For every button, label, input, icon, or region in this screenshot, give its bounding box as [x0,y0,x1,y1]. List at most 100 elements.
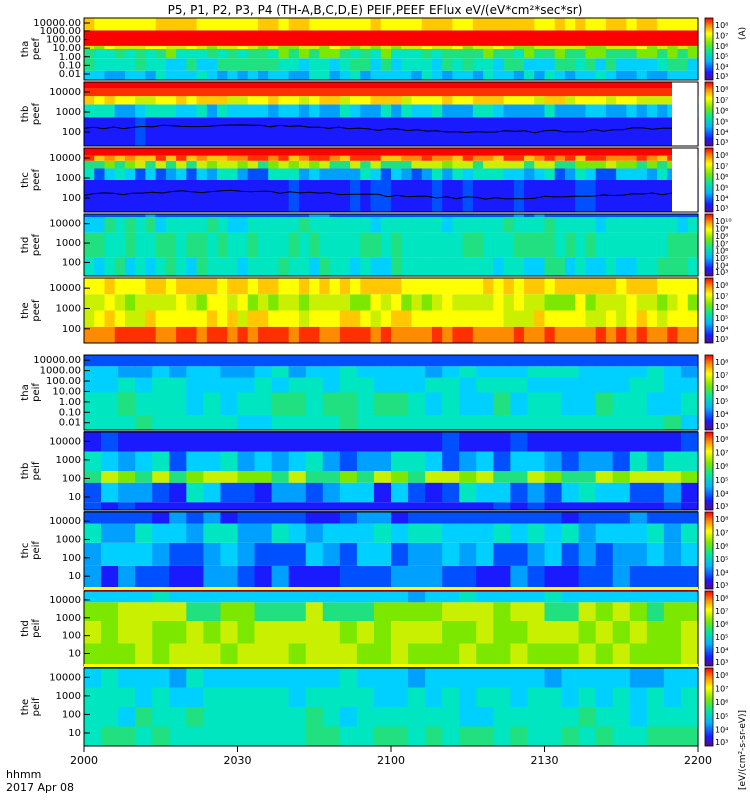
colorbar-tick-label: 10⁶ [715,303,728,312]
spectrogram-cell [288,355,307,367]
spectrogram-cell [657,294,668,311]
spectrogram-cell [534,214,546,218]
spectrogram-cell [459,621,477,644]
spectrogram-cell [227,96,239,105]
spectrogram-cell [339,565,358,589]
spectrogram-cell [561,591,580,603]
spectrogram-cell [561,621,580,644]
spectrogram-cell [84,294,95,311]
spectrogram-cell [442,278,453,295]
spectrogram-cell [203,707,222,727]
spectrogram-cell [217,82,228,89]
spectrogram-cell [595,180,607,212]
spectrogram-cell [104,214,116,218]
spectrogram-cell [196,257,208,276]
spectrogram-cell [636,18,648,31]
spectrogram-cell [544,621,563,644]
spectrogram-cell [176,82,187,89]
spectrogram-cell [268,96,280,105]
spectrogram-cell [401,104,413,118]
spectrogram-cell [186,482,204,503]
spectrogram-cell [305,643,324,666]
spectrogram-cell [84,707,102,727]
spectrogram-cell [196,104,208,118]
spectrogram-cell [663,471,682,483]
spectrogram-cell [257,96,269,105]
spectrogram-cell [646,602,665,621]
spectrogram-cell [408,451,426,471]
spectrogram-cell [329,160,341,169]
spectrogram-cell [595,523,614,543]
spectrogram-cell [169,565,187,589]
spectrogram-cell [176,168,187,180]
spectrogram-cell [288,310,300,327]
spectrogram-cell [220,512,239,524]
spectrogram-cell [646,668,665,688]
spectrogram-cell [629,565,648,589]
spectrogram-cell [176,214,187,218]
spectrogram-cell [373,366,392,378]
spectrogram-cell [360,117,372,146]
spectrogram-cell [493,377,511,393]
spectrogram-cell [271,355,290,367]
spectrogram-cell [104,294,116,311]
spectrogram-cell [646,326,658,343]
spectrogram-cell [309,82,320,89]
y-tick-label: 10 [68,728,81,739]
spectrogram-cell [145,117,157,146]
spectrogram-cell [203,621,222,644]
spectrogram-cell [646,180,658,212]
spectrogram-cell [442,355,460,367]
spectrogram-cell [94,155,106,161]
y-tick-label: 1.00 [59,52,81,63]
spectrogram-cell [442,591,460,603]
spectrogram-cell [124,257,136,276]
spectrogram-cell [288,668,307,688]
spectrogram-cell [513,310,525,327]
spectrogram-cell [442,366,460,378]
spectrogram-cell [646,30,658,46]
spectrogram-cell [554,58,566,71]
x-tick-label: 2030 [224,754,252,767]
spectrogram-cell [380,104,392,118]
spectrogram-cell [452,232,464,258]
spectrogram-cell [305,591,324,603]
spectrogram-cell [677,326,689,343]
spectrogram-cell [527,707,546,727]
spectrogram-cell [493,512,511,524]
spectrogram-cell [84,377,102,393]
spectrogram-cell [380,96,392,105]
spectrogram-cell [360,214,372,218]
spectrogram-cell [687,310,699,327]
spectrogram-cell [237,377,256,393]
spectrogram-cell [155,155,167,161]
spectrogram-cell [616,96,627,105]
spectrogram-cell [595,643,614,666]
spectrogram-cell [575,88,587,97]
spectrogram-cell [575,18,587,31]
spectrogram-cell [288,217,300,233]
spectrogram-cell [493,155,505,161]
spectrogram-cell [124,58,136,71]
spectrogram-cell [605,58,617,71]
spectrogram-cell [165,104,177,118]
x-axis-label-hhmm: hhmm [6,768,41,781]
spectrogram-cell [257,294,269,311]
spectrogram-cell [578,392,597,415]
spectrogram-cell [483,214,494,218]
spectrogram-cell [452,214,464,218]
spectrogram-cell [680,432,699,452]
spectrogram-cell [680,512,699,524]
spectrogram-cell [373,355,392,367]
spectrogram-cell [646,70,658,80]
spectrogram-cell [114,30,126,46]
spectrogram-cell [431,180,443,212]
spectrogram-cell [575,104,587,118]
spectrogram-cell [462,155,474,161]
spectrogram-cell [578,687,597,707]
spectrogram-cell [247,58,259,71]
spectrogram-cell [442,294,453,311]
spectrogram-cell [278,148,290,156]
spectrogram-cell [84,232,95,258]
spectrogram-cell [319,96,331,105]
